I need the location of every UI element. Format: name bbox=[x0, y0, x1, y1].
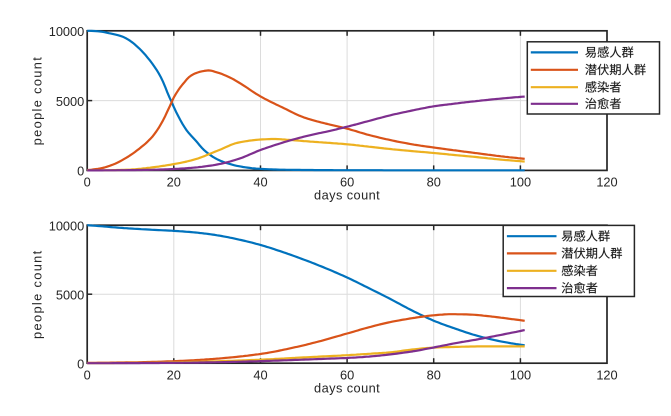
svg-text:10000: 10000 bbox=[49, 219, 85, 234]
svg-text:80: 80 bbox=[427, 175, 441, 190]
svg-text:40: 40 bbox=[253, 175, 267, 190]
svg-text:100: 100 bbox=[510, 367, 531, 382]
svg-text:0: 0 bbox=[77, 164, 84, 179]
svg-text:5000: 5000 bbox=[56, 288, 84, 303]
svg-text:5000: 5000 bbox=[56, 94, 84, 109]
svg-text:80: 80 bbox=[427, 367, 441, 382]
svg-text:40: 40 bbox=[253, 367, 267, 382]
svg-text:10000: 10000 bbox=[49, 24, 85, 39]
svg-text:20: 20 bbox=[167, 175, 181, 190]
svg-text:days count: days count bbox=[314, 188, 380, 203]
svg-text:0: 0 bbox=[84, 175, 91, 190]
svg-text:120: 120 bbox=[596, 367, 617, 382]
svg-text:0: 0 bbox=[84, 367, 91, 382]
svg-text:0: 0 bbox=[77, 357, 84, 372]
svg-text:100: 100 bbox=[510, 175, 531, 190]
svg-text:people count: people count bbox=[29, 56, 44, 146]
svg-text:20: 20 bbox=[167, 367, 181, 382]
svg-text:60: 60 bbox=[340, 367, 354, 382]
svg-text:60: 60 bbox=[340, 175, 354, 190]
svg-text:120: 120 bbox=[596, 175, 617, 190]
svg-text:people count: people count bbox=[29, 249, 44, 339]
svg-text:days count: days count bbox=[314, 380, 380, 395]
